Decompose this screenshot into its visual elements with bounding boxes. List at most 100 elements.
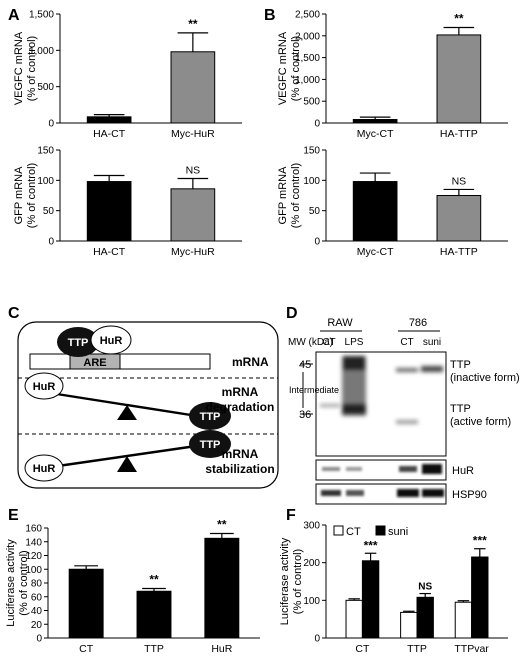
e-annotation: ** <box>217 518 227 532</box>
hur-label: HuR <box>100 335 123 347</box>
e-ytick-label: 80 <box>31 579 43 590</box>
hur-label-2: HuR <box>33 381 56 393</box>
b2-bar <box>436 195 482 242</box>
f-legend-swatch-suni <box>375 525 386 536</box>
ttp-inactive-line2: (inactive form) <box>450 372 520 384</box>
hur-blot-label: HuR <box>452 465 474 477</box>
e-ytick-label: 40 <box>31 606 43 617</box>
e-ytick-label: 140 <box>25 537 42 548</box>
chart-b-vegfc: 0 500 1,000 1,500 2,000 2,500 VEGFC mRNA (% of … <box>277 10 508 140</box>
b1-ytick-label: 0 <box>314 119 320 130</box>
b2-ytick-label: 0 <box>314 237 320 248</box>
f-ylabel-line2: (% of control) <box>292 549 304 614</box>
e-ylabel-line2: (% of control) <box>18 550 30 615</box>
a2-ytick-label: 50 <box>43 206 55 217</box>
a1-ylabel-line2: (% of control) <box>26 36 38 101</box>
ttp-oval-3 <box>189 430 231 458</box>
a1-category-label: Myc-HuR <box>171 128 215 140</box>
b2-ylabel-line1: GFP mRNA <box>277 166 289 225</box>
mw-label: MW (kDa) <box>288 337 333 348</box>
f-category-label: CT <box>355 643 370 655</box>
a2-ylabel-line1: GFP mRNA <box>13 166 25 225</box>
a2-category-label: HA-CT <box>93 246 126 258</box>
ttp-oval <box>57 327 99 357</box>
f-bar-ct <box>454 601 473 639</box>
a2-ylabel-line2: (% of control) <box>26 163 38 228</box>
panel-letter-f: F <box>286 507 296 524</box>
a2-bar <box>86 181 132 242</box>
hsp90-blot-label: HSP90 <box>452 489 487 501</box>
chart-a-gfp: 0 50 100 150 GFP mRNA (% of control) HA-CT Myc-… <box>13 146 242 258</box>
a1-ytick-label: 1,000 <box>29 46 54 57</box>
fulcrum-1 <box>117 405 137 420</box>
b2-ytick-label: 50 <box>309 206 321 217</box>
f-annotation: *** <box>364 538 378 552</box>
b1-bar <box>436 34 482 124</box>
panel-c-schematic: ARE TTP HuR mRNA HuR TTP mRNA degradatio… <box>17 321 279 489</box>
a1-category-label: HA-CT <box>93 128 126 140</box>
e-ytick-label: 160 <box>25 524 42 535</box>
b2-category-label: HA-TTP <box>440 246 478 258</box>
ttp-label-2: TTP <box>200 411 221 423</box>
lane-1-label: CT <box>322 337 335 348</box>
f-ytick-label: 200 <box>303 558 320 569</box>
f-legend-label-ct: CT <box>346 526 361 538</box>
row2-label-line1: mRNA <box>222 385 259 399</box>
f-bar-suni <box>416 596 434 639</box>
panel-letter-d: D <box>286 305 298 322</box>
b2-ytick-label: 150 <box>303 146 320 157</box>
e-category-label: CT <box>79 643 94 655</box>
mw-45: 45 <box>299 359 311 371</box>
are-element <box>69 353 121 370</box>
a1-annotation: ** <box>188 17 198 31</box>
e-annotation: ** <box>149 573 159 587</box>
e-category-label: HuR <box>211 643 232 655</box>
b1-ytick-label: 2,500 <box>295 10 320 21</box>
f-category-label: TTPvar <box>454 643 489 655</box>
panel-letter-c: C <box>8 305 20 322</box>
group-raw: RAW <box>327 317 353 329</box>
e-bar <box>136 590 172 639</box>
hur-bands <box>322 464 442 474</box>
b1-ytick-label: 2,000 <box>295 31 320 42</box>
e-ytick-label: 60 <box>31 592 43 603</box>
a2-ytick-label: 100 <box>37 176 54 187</box>
ttp-oval-2 <box>189 402 231 430</box>
f-ytick-label: 300 <box>303 521 320 532</box>
row1-label: mRNA <box>232 355 269 369</box>
mw-36: 36 <box>299 409 311 421</box>
b2-category-label: Myc-CT <box>357 246 394 258</box>
chart-b-gfp: 0 50 100 150 GFP mRNA (% of control) Myc-CT HA-… <box>277 146 508 258</box>
b1-annotation: ** <box>454 12 464 26</box>
row2-label-line2: degradation <box>206 400 275 414</box>
chart-e-luciferase: 0 20 40 60 80 100 120 140 160 Luciferase activity… <box>5 518 260 655</box>
a2-annotation: NS <box>186 165 201 177</box>
e-bar <box>204 537 240 639</box>
b1-bar <box>352 119 398 124</box>
f-bar-ct <box>345 599 363 639</box>
b2-ylabel-line2: (% of control) <box>290 163 302 228</box>
f-ytick-label: 100 <box>303 596 320 607</box>
fulcrum-2 <box>117 456 137 472</box>
ttp-bands <box>320 356 443 424</box>
f-bar-suni <box>471 556 489 639</box>
b1-ylabel-line2: (% of control) <box>290 36 302 101</box>
e-ytick-label: 100 <box>25 565 42 576</box>
e-category-label: TTP <box>144 643 164 655</box>
a1-bar <box>86 116 132 124</box>
a1-ytick-label: 500 <box>37 82 54 93</box>
panel-letter-a: A <box>8 7 20 24</box>
b1-ytick-label: 1,000 <box>295 75 320 86</box>
a2-category-label: Myc-HuR <box>171 246 215 258</box>
b2-annotation: NS <box>452 175 467 187</box>
f-category-label: TTP <box>407 643 427 655</box>
a1-ytick-label: 1,500 <box>29 10 54 21</box>
blot-hur <box>315 459 447 481</box>
e-ytick-label: 120 <box>25 551 42 562</box>
ttp-active-line1: TTP <box>450 403 471 415</box>
b1-category-label: HA-TTP <box>440 128 478 140</box>
intermediate-label: Intermediate <box>289 385 339 395</box>
f-legend-label-suni: suni <box>388 526 408 538</box>
hsp90-bands <box>321 489 444 497</box>
